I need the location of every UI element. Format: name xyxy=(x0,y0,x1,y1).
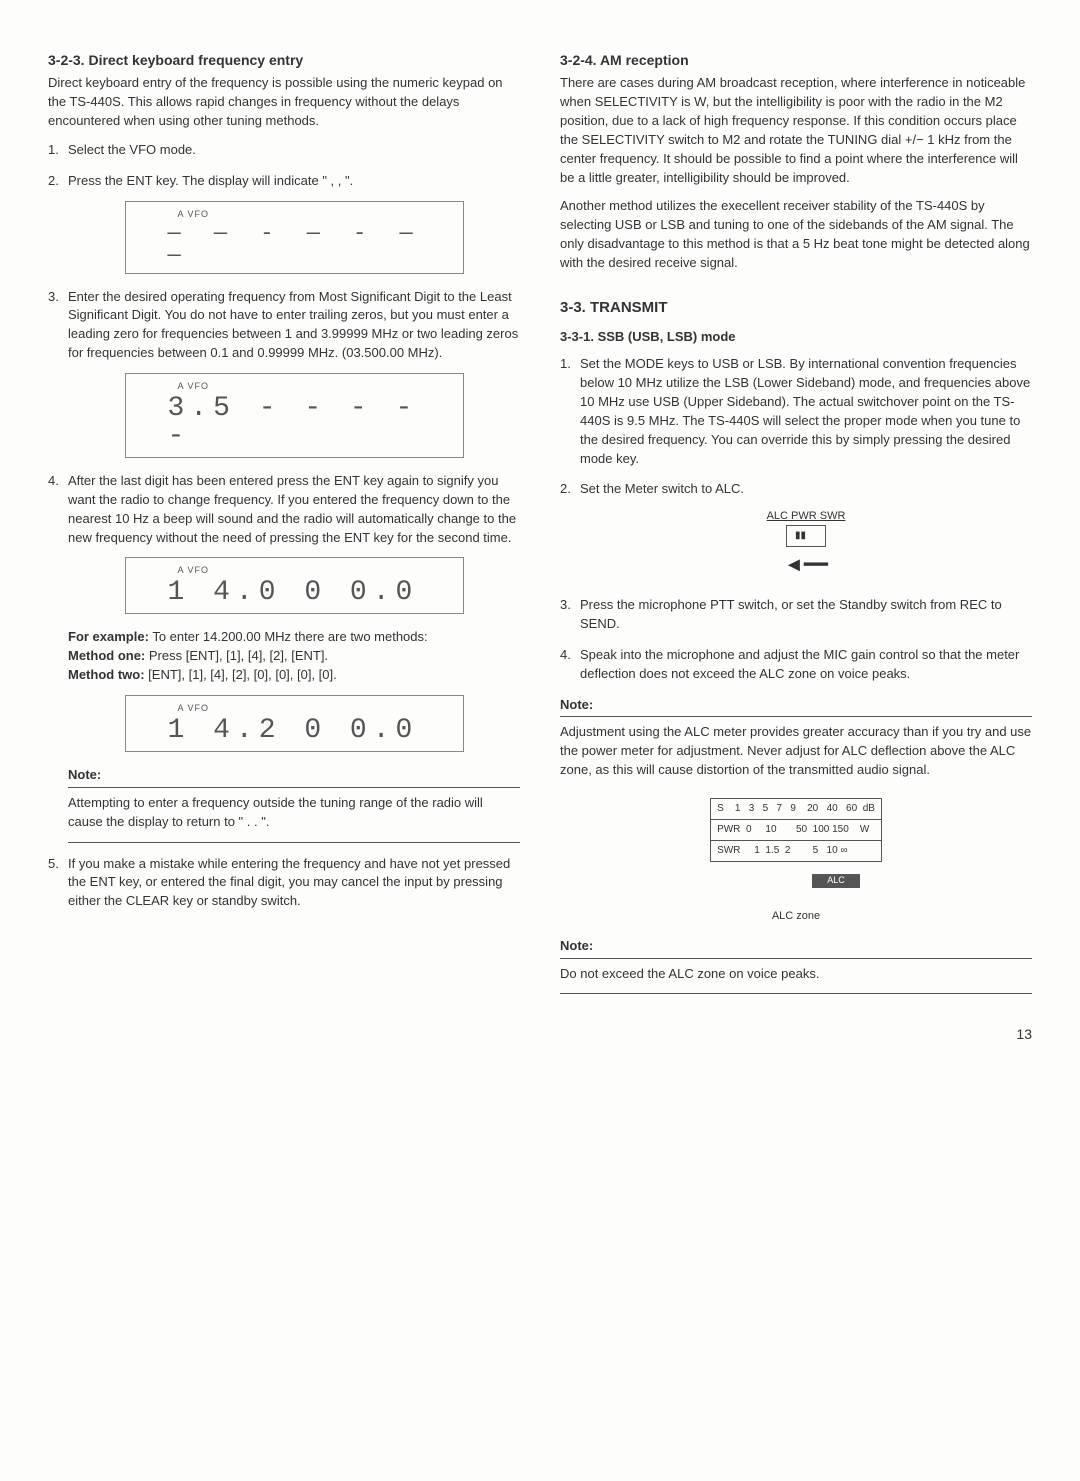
t-step-4: 4.Speak into the microphone and adjust t… xyxy=(560,646,1032,684)
method-one-text: Press [ENT], [1], [4], [2], [ENT]. xyxy=(149,648,328,663)
steps-list-331: 1.Set the MODE keys to USB or LSB. By in… xyxy=(560,355,1032,683)
section-331-title: 3-3-1. SSB (USB, LSB) mode xyxy=(560,328,1032,347)
display-4-value: 1 4.2 0 0.0 xyxy=(168,717,451,745)
meter-box-icon: ▮▮ xyxy=(786,525,826,547)
note-2-label: Note: xyxy=(560,696,1032,715)
arrow-left-icon: ◄━━ xyxy=(580,551,1032,580)
note-2-text: Adjustment using the ALC meter provides … xyxy=(560,723,1032,780)
steps-list-323: 1.Select the VFO mode. 2.Press the ENT k… xyxy=(48,141,520,911)
s-meter-s-row: S 1 3 5 7 9 20 40 60 dB xyxy=(710,798,882,819)
right-column: 3-2-4. AM reception There are cases duri… xyxy=(560,50,1032,1000)
section-324-p1: There are cases during AM broadcast rece… xyxy=(560,74,1032,187)
alc-zone-label: ALC zone xyxy=(560,909,1032,925)
t-step-3: 3.Press the microphone PTT switch, or se… xyxy=(560,596,1032,634)
example-text: To enter 14.200.00 MHz there are two met… xyxy=(152,629,427,644)
note-1-text: Attempting to enter a frequency outside … xyxy=(68,794,520,832)
display-box-2: A VFO 3.5 - - - - - xyxy=(125,373,464,458)
t-step-4-text: Speak into the microphone and adjust the… xyxy=(580,647,1019,681)
step-1-text: Select the VFO mode. xyxy=(68,142,196,157)
display-1-label: A VFO xyxy=(178,208,451,221)
section-324-p2: Another method utilizes the execellent r… xyxy=(560,197,1032,272)
t-step-1: 1.Set the MODE keys to USB or LSB. By in… xyxy=(560,355,1032,468)
display-box-4: A VFO 1 4.2 0 0.0 xyxy=(125,695,464,752)
step-2-text: Press the ENT key. The display will indi… xyxy=(68,173,353,188)
display-3-value: 1 4.0 0 0.0 xyxy=(168,579,451,607)
note-1-rule-bottom xyxy=(68,842,520,843)
note-3-label: Note: xyxy=(560,937,1032,956)
t-step-1-text: Set the MODE keys to USB or LSB. By inte… xyxy=(580,356,1030,465)
s-meter-swr-row: SWR 1 1.5 2 5 10 ∞ xyxy=(710,840,882,862)
display-4-label: A VFO xyxy=(178,702,451,715)
section-323-intro: Direct keyboard entry of the frequency i… xyxy=(48,74,520,131)
section-324-title: 3-2-4. AM reception xyxy=(560,50,1032,70)
step-1: 1.Select the VFO mode. xyxy=(48,141,520,160)
method-two-label: Method two: xyxy=(68,667,145,682)
meter-labels: ALC PWR SWR xyxy=(580,509,1032,525)
note-1-rule xyxy=(68,787,520,788)
step-3-text: Enter the desired operating frequency fr… xyxy=(68,289,518,361)
method-two-text: [ENT], [1], [4], [2], [0], [0], [0], [0]… xyxy=(148,667,337,682)
note-3-rule-bottom xyxy=(560,993,1032,994)
s-meter-diagram: S 1 3 5 7 9 20 40 60 dB PWR 0 10 50 100 … xyxy=(560,790,1032,925)
step-2: 2.Press the ENT key. The display will in… xyxy=(48,172,520,274)
step-5: 5.If you make a mistake while entering t… xyxy=(48,855,520,912)
display-3-label: A VFO xyxy=(178,564,451,577)
step-4-text: After the last digit has been entered pr… xyxy=(68,473,516,545)
example-block: For example: To enter 14.200.00 MHz ther… xyxy=(68,628,520,685)
display-box-1: A VFO — — - — - — — xyxy=(125,201,464,274)
step-5-text: If you make a mistake while entering the… xyxy=(68,856,510,909)
method-one-label: Method one: xyxy=(68,648,145,663)
display-2-label: A VFO xyxy=(178,380,451,393)
example-label: For example: xyxy=(68,629,149,644)
two-column-layout: 3-2-3. Direct keyboard frequency entry D… xyxy=(48,50,1032,1000)
s-meter-pwr-row: PWR 0 10 50 100 150 W xyxy=(710,819,882,840)
t-step-2-text: Set the Meter switch to ALC. xyxy=(580,481,744,496)
section-33-title: 3-3. TRANSMIT xyxy=(560,297,1032,319)
s-meter-box: S 1 3 5 7 9 20 40 60 dB PWR 0 10 50 100 … xyxy=(710,798,882,862)
page-number: 13 xyxy=(48,1024,1032,1044)
note-3-rule xyxy=(560,958,1032,959)
meter-switch-diagram: ALC PWR SWR ▮▮ ◄━━ xyxy=(580,509,1032,580)
alc-bar: ALC xyxy=(812,874,860,888)
display-1-value: — — - — - — — xyxy=(168,223,451,267)
step-3: 3.Enter the desired operating frequency … xyxy=(48,288,520,458)
display-2-value: 3.5 - - - - - xyxy=(168,395,451,451)
t-step-2: 2.Set the Meter switch to ALC. ALC PWR S… xyxy=(560,480,1032,580)
left-column: 3-2-3. Direct keyboard frequency entry D… xyxy=(48,50,520,1000)
note-3-text: Do not exceed the ALC zone on voice peak… xyxy=(560,965,1032,984)
section-323-title: 3-2-3. Direct keyboard frequency entry xyxy=(48,50,520,70)
note-2-rule xyxy=(560,716,1032,717)
step-4: 4.After the last digit has been entered … xyxy=(48,472,520,843)
note-1-label: Note: xyxy=(68,766,520,785)
t-step-3-text: Press the microphone PTT switch, or set … xyxy=(580,597,1002,631)
display-box-3: A VFO 1 4.0 0 0.0 xyxy=(125,557,464,614)
